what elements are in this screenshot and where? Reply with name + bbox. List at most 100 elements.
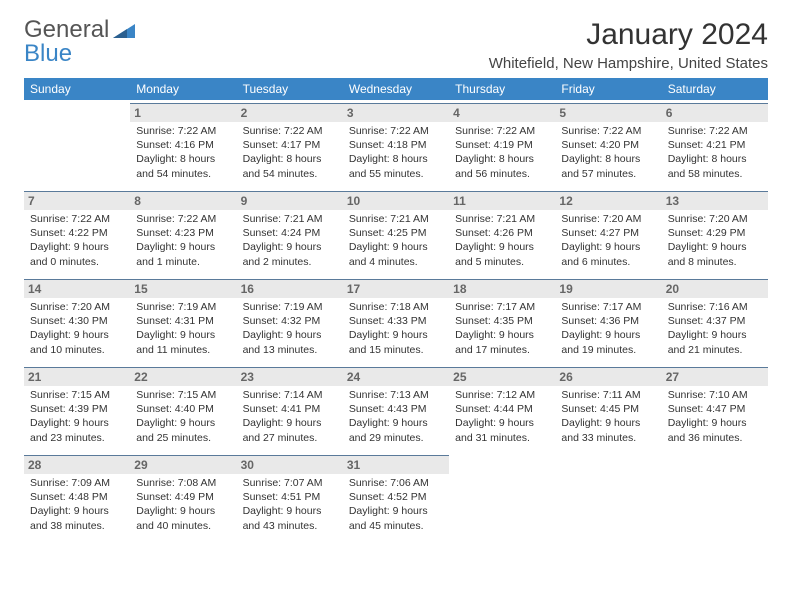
daylight2-text: and 21 minutes. <box>668 343 762 357</box>
sunset-text: Sunset: 4:35 PM <box>455 314 549 328</box>
daylight1-text: Daylight: 9 hours <box>561 328 655 342</box>
calendar-cell: 12Sunrise: 7:20 AMSunset: 4:27 PMDayligh… <box>555 188 661 276</box>
sunset-text: Sunset: 4:21 PM <box>668 138 762 152</box>
sunrise-text: Sunrise: 7:08 AM <box>136 476 230 490</box>
sunset-text: Sunset: 4:32 PM <box>243 314 337 328</box>
sunrise-text: Sunrise: 7:17 AM <box>561 300 655 314</box>
sunrise-text: Sunrise: 7:19 AM <box>243 300 337 314</box>
sunrise-text: Sunrise: 7:20 AM <box>30 300 124 314</box>
sunset-text: Sunset: 4:45 PM <box>561 402 655 416</box>
calendar-cell: 7Sunrise: 7:22 AMSunset: 4:22 PMDaylight… <box>24 188 130 276</box>
sunrise-text: Sunrise: 7:22 AM <box>561 124 655 138</box>
logo-text-general: General <box>24 16 109 43</box>
sunset-text: Sunset: 4:44 PM <box>455 402 549 416</box>
day-header-mon: Monday <box>130 78 236 100</box>
daylight1-text: Daylight: 9 hours <box>668 328 762 342</box>
calendar-cell: 31Sunrise: 7:06 AMSunset: 4:52 PMDayligh… <box>343 452 449 540</box>
date-number: 26 <box>555 367 661 386</box>
calendar-cell: 16 Sunrise: 7:19 AMSunset: 4:32 PMDayligh… <box>237 276 343 364</box>
daylight2-text: and 57 minutes. <box>561 167 655 181</box>
date-number: 20 <box>662 279 768 298</box>
daylight2-text: and 36 minutes. <box>668 431 762 445</box>
date-number: 25 <box>449 367 555 386</box>
sunset-text: Sunset: 4:27 PM <box>561 226 655 240</box>
sunset-text: Sunset: 4:29 PM <box>668 226 762 240</box>
date-number: 9 <box>237 191 343 210</box>
sunset-text: Sunset: 4:17 PM <box>243 138 337 152</box>
calendar-cell: 30Sunrise: 7:07 AMSunset: 4:51 PMDayligh… <box>237 452 343 540</box>
calendar-cell: 6Sunrise: 7:22 AMSunset: 4:21 PMDaylight… <box>662 100 768 188</box>
sunrise-text: Sunrise: 7:22 AM <box>243 124 337 138</box>
sunset-text: Sunset: 4:49 PM <box>136 490 230 504</box>
date-number: 16 <box>237 279 343 298</box>
sunrise-text: Sunrise: 7:09 AM <box>30 476 124 490</box>
daylight1-text: Daylight: 9 hours <box>136 328 230 342</box>
day-header-row: Sunday Monday Tuesday Wednesday Thursday… <box>24 78 768 100</box>
logo-triangle-icon <box>113 20 135 43</box>
date-number: 11 <box>449 191 555 210</box>
calendar-cell: 11Sunrise: 7:21 AMSunset: 4:26 PMDayligh… <box>449 188 555 276</box>
calendar-cell <box>449 452 555 540</box>
sunset-text: Sunset: 4:24 PM <box>243 226 337 240</box>
sunrise-text: Sunrise: 7:13 AM <box>349 388 443 402</box>
daylight2-text: and 13 minutes. <box>243 343 337 357</box>
daylight1-text: Daylight: 9 hours <box>30 416 124 430</box>
daylight2-text: and 54 minutes. <box>136 167 230 181</box>
calendar-cell: 13Sunrise: 7:20 AMSunset: 4:29 PMDayligh… <box>662 188 768 276</box>
sunrise-text: Sunrise: 7:21 AM <box>455 212 549 226</box>
sunset-text: Sunset: 4:31 PM <box>136 314 230 328</box>
sunset-text: Sunset: 4:20 PM <box>561 138 655 152</box>
daylight2-text: and 10 minutes. <box>30 343 124 357</box>
sunset-text: Sunset: 4:41 PM <box>243 402 337 416</box>
calendar-cell: 10Sunrise: 7:21 AMSunset: 4:25 PMDayligh… <box>343 188 449 276</box>
sunrise-text: Sunrise: 7:18 AM <box>349 300 443 314</box>
sunrise-text: Sunrise: 7:15 AM <box>136 388 230 402</box>
calendar-cell: 20Sunrise: 7:16 AMSunset: 4:37 PMDayligh… <box>662 276 768 364</box>
daylight1-text: Daylight: 9 hours <box>30 504 124 518</box>
daylight2-text: and 15 minutes. <box>349 343 443 357</box>
daylight2-text: and 56 minutes. <box>455 167 549 181</box>
daylight2-text: and 38 minutes. <box>30 519 124 533</box>
date-number: 30 <box>237 455 343 474</box>
date-number: 7 <box>24 191 130 210</box>
date-number: 24 <box>343 367 449 386</box>
title-block: January 2024 Whitefield, New Hampshire, … <box>489 18 768 72</box>
sunrise-text: Sunrise: 7:06 AM <box>349 476 443 490</box>
date-number: 1 <box>130 103 236 122</box>
daylight2-text: and 27 minutes. <box>243 431 337 445</box>
date-number: 14 <box>24 279 130 298</box>
sunrise-text: Sunrise: 7:21 AM <box>243 212 337 226</box>
daylight1-text: Daylight: 9 hours <box>455 416 549 430</box>
daylight1-text: Daylight: 9 hours <box>561 416 655 430</box>
day-header-tue: Tuesday <box>237 78 343 100</box>
date-number: 2 <box>237 103 343 122</box>
calendar-cell: 24Sunrise: 7:13 AMSunset: 4:43 PMDayligh… <box>343 364 449 452</box>
date-number: 8 <box>130 191 236 210</box>
date-number: 18 <box>449 279 555 298</box>
sunrise-text: Sunrise: 7:14 AM <box>243 388 337 402</box>
daylight1-text: Daylight: 9 hours <box>243 328 337 342</box>
date-number: 3 <box>343 103 449 122</box>
sunrise-text: Sunrise: 7:19 AM <box>136 300 230 314</box>
date-number: 29 <box>130 455 236 474</box>
daylight1-text: Daylight: 8 hours <box>349 152 443 166</box>
daylight2-text: and 17 minutes. <box>455 343 549 357</box>
calendar-cell: 25Sunrise: 7:12 AMSunset: 4:44 PMDayligh… <box>449 364 555 452</box>
date-number: 17 <box>343 279 449 298</box>
daylight1-text: Daylight: 9 hours <box>668 416 762 430</box>
sunrise-text: Sunrise: 7:22 AM <box>30 212 124 226</box>
daylight2-text: and 33 minutes. <box>561 431 655 445</box>
daylight2-text: and 58 minutes. <box>668 167 762 181</box>
sunrise-text: Sunrise: 7:22 AM <box>136 212 230 226</box>
week-row: 7Sunrise: 7:22 AMSunset: 4:22 PMDaylight… <box>24 188 768 276</box>
daylight2-text: and 45 minutes. <box>349 519 443 533</box>
calendar-cell: 3Sunrise: 7:22 AMSunset: 4:18 PMDaylight… <box>343 100 449 188</box>
calendar-cell <box>555 452 661 540</box>
sunset-text: Sunset: 4:19 PM <box>455 138 549 152</box>
date-number: 4 <box>449 103 555 122</box>
calendar-cell: 17Sunrise: 7:18 AMSunset: 4:33 PMDayligh… <box>343 276 449 364</box>
calendar-cell: 2Sunrise: 7:22 AMSunset: 4:17 PMDaylight… <box>237 100 343 188</box>
logo: General Blue <box>24 18 135 66</box>
date-number: 6 <box>662 103 768 122</box>
calendar-cell: 4Sunrise: 7:22 AMSunset: 4:19 PMDaylight… <box>449 100 555 188</box>
